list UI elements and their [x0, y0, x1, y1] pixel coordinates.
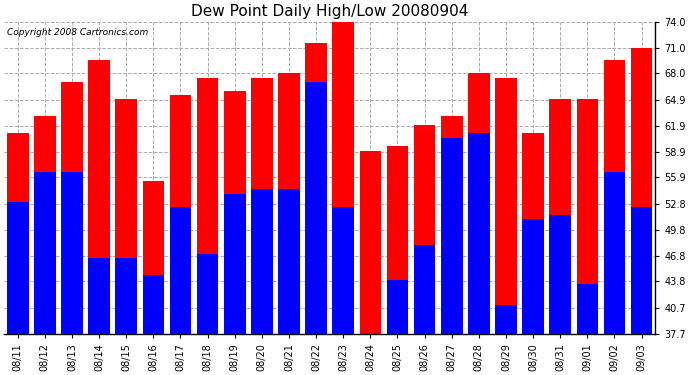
- Bar: [197, 254, 219, 334]
- Bar: [359, 151, 381, 334]
- Bar: [495, 78, 517, 334]
- Bar: [251, 78, 273, 334]
- Bar: [197, 78, 219, 334]
- Bar: [170, 207, 191, 334]
- Bar: [549, 215, 571, 334]
- Bar: [278, 73, 300, 334]
- Bar: [7, 202, 28, 334]
- Bar: [88, 60, 110, 334]
- Bar: [143, 181, 164, 334]
- Text: Copyright 2008 Cartronics.com: Copyright 2008 Cartronics.com: [8, 28, 148, 37]
- Bar: [115, 258, 137, 334]
- Bar: [495, 305, 517, 334]
- Bar: [333, 207, 354, 334]
- Bar: [224, 90, 246, 334]
- Bar: [143, 275, 164, 334]
- Bar: [577, 284, 598, 334]
- Bar: [305, 43, 327, 334]
- Bar: [386, 146, 408, 334]
- Bar: [333, 22, 354, 334]
- Bar: [604, 60, 625, 334]
- Bar: [604, 172, 625, 334]
- Bar: [170, 95, 191, 334]
- Bar: [224, 194, 246, 334]
- Bar: [631, 48, 653, 334]
- Bar: [441, 116, 462, 334]
- Bar: [414, 245, 435, 334]
- Bar: [441, 138, 462, 334]
- Bar: [88, 258, 110, 334]
- Bar: [251, 189, 273, 334]
- Bar: [631, 207, 653, 334]
- Bar: [61, 172, 83, 334]
- Bar: [549, 99, 571, 334]
- Bar: [34, 172, 56, 334]
- Bar: [7, 134, 28, 334]
- Bar: [34, 116, 56, 334]
- Bar: [468, 73, 490, 334]
- Bar: [305, 82, 327, 334]
- Title: Dew Point Daily High/Low 20080904: Dew Point Daily High/Low 20080904: [191, 4, 469, 19]
- Bar: [522, 219, 544, 334]
- Bar: [577, 99, 598, 334]
- Bar: [115, 99, 137, 334]
- Bar: [468, 134, 490, 334]
- Bar: [386, 280, 408, 334]
- Bar: [414, 125, 435, 334]
- Bar: [61, 82, 83, 334]
- Bar: [278, 189, 300, 334]
- Bar: [522, 134, 544, 334]
